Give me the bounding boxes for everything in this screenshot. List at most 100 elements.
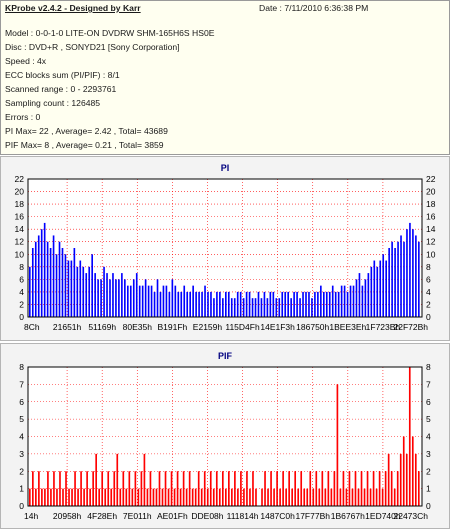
pi-bar bbox=[379, 260, 382, 317]
pi-bar bbox=[82, 266, 85, 317]
pif-bar bbox=[399, 453, 402, 506]
pi-bar bbox=[180, 291, 183, 317]
pi-bar bbox=[388, 248, 390, 317]
pi-bar bbox=[337, 291, 340, 317]
pi-xtick-label: 1F723Bh bbox=[366, 322, 401, 332]
pif-bar bbox=[206, 488, 209, 506]
pi-bar bbox=[293, 291, 295, 317]
pi-bar bbox=[340, 285, 343, 317]
pif-bar bbox=[243, 488, 245, 506]
pi-xtick-label: 115D4Fh bbox=[225, 322, 260, 332]
pi-bar bbox=[257, 291, 260, 317]
pif-bar bbox=[98, 488, 101, 506]
pif-bar bbox=[408, 367, 411, 506]
pi-bar bbox=[325, 291, 328, 317]
pi-ytick-right: 8 bbox=[426, 262, 431, 272]
pif-bar bbox=[83, 488, 85, 506]
pi-bar bbox=[112, 273, 114, 317]
pi-bar bbox=[358, 273, 361, 317]
pif-ytick-left: 7 bbox=[19, 379, 24, 389]
pi-bar bbox=[124, 279, 126, 317]
pi-bar bbox=[79, 260, 82, 317]
pif-bar bbox=[315, 471, 318, 506]
pif-bar bbox=[345, 488, 348, 506]
pi-ytick-left: 14 bbox=[15, 224, 25, 234]
pi-bar bbox=[100, 279, 102, 317]
scan-date: Date : 7/11/2010 6:36:38 PM bbox=[259, 3, 369, 13]
pi-ytick-left: 4 bbox=[19, 287, 24, 297]
pif-bar bbox=[390, 471, 393, 506]
pi-ytick-left: 10 bbox=[15, 249, 25, 259]
pi-bar bbox=[269, 291, 272, 317]
pif-bar bbox=[140, 471, 143, 506]
pi-bar bbox=[236, 291, 239, 317]
pif-bar bbox=[255, 488, 257, 506]
pi-ytick-right: 6 bbox=[426, 274, 431, 284]
pif-bar bbox=[363, 488, 366, 506]
pi-bar bbox=[284, 291, 287, 317]
pif-bar bbox=[110, 488, 113, 506]
pif-bar bbox=[285, 488, 287, 506]
pi-xtick-label: 14E1F3h bbox=[260, 322, 295, 332]
pif-bar bbox=[393, 488, 396, 506]
pif-bar bbox=[179, 488, 182, 506]
pif-xtick-label: 20958h bbox=[53, 511, 82, 521]
pif-bar bbox=[327, 471, 330, 506]
info-ecc: ECC blocks sum (PI/PIF) : 8/1 bbox=[5, 70, 120, 80]
pi-xtick-label: 21651h bbox=[53, 322, 82, 332]
pi-bar bbox=[141, 285, 144, 317]
pif-bar bbox=[197, 471, 200, 506]
pi-bar bbox=[272, 291, 275, 317]
pi-xtick-label: 22F72Bh bbox=[394, 322, 429, 332]
pi-bar bbox=[376, 266, 379, 317]
pif-bar bbox=[318, 488, 321, 506]
pi-bar bbox=[409, 222, 411, 317]
pi-bar bbox=[251, 298, 254, 317]
pif-bar bbox=[357, 488, 360, 506]
pif-bar bbox=[225, 488, 227, 506]
pi-bar bbox=[331, 285, 334, 317]
pi-bar bbox=[391, 241, 393, 317]
pif-chart-title: PIF bbox=[218, 351, 233, 361]
pif-bar bbox=[182, 471, 185, 506]
pif-bar bbox=[366, 471, 369, 506]
pif-bar bbox=[38, 471, 40, 506]
pif-bar bbox=[128, 471, 131, 506]
pi-bar bbox=[31, 248, 34, 317]
pi-ytick-left: 6 bbox=[19, 274, 24, 284]
pif-bar bbox=[143, 453, 146, 506]
pif-bar bbox=[50, 488, 52, 506]
pif-bar bbox=[306, 488, 309, 506]
pif-bar bbox=[237, 488, 239, 506]
pif-ytick-right: 0 bbox=[426, 501, 431, 511]
pif-ytick-left: 8 bbox=[19, 362, 24, 372]
pi-xtick-label: 51169h bbox=[88, 322, 116, 332]
pif-bar bbox=[149, 471, 152, 506]
pif-bar bbox=[113, 471, 116, 506]
pi-bar bbox=[394, 248, 396, 317]
pi-bar bbox=[222, 298, 224, 317]
pif-bar bbox=[288, 471, 290, 506]
pi-bar bbox=[67, 260, 70, 317]
pif-bar bbox=[375, 488, 378, 506]
pi-bar bbox=[121, 273, 123, 317]
pi-ytick-left: 12 bbox=[15, 237, 25, 247]
pif-chart: PIF 0 0 1 1 2 2 3 3 4 4 5 5 6 6 7 7 8 8 14h 20958h 4F28Eh 7E01… bbox=[19, 351, 431, 521]
pif-bar bbox=[396, 471, 399, 506]
pif-bar bbox=[176, 471, 179, 506]
pif-bar bbox=[185, 488, 188, 506]
pi-bar bbox=[266, 298, 269, 317]
pi-bar bbox=[34, 241, 37, 317]
pi-xtick-label: 80E35h bbox=[123, 322, 153, 332]
pi-bar bbox=[278, 298, 281, 317]
pif-ytick-right: 6 bbox=[426, 397, 431, 407]
pif-bar bbox=[228, 471, 230, 506]
pif-bar bbox=[276, 471, 278, 506]
pif-bar bbox=[101, 471, 104, 506]
pi-ytick-right: 0 bbox=[426, 312, 431, 322]
pif-bar bbox=[273, 488, 275, 506]
pi-ytick-right: 4 bbox=[426, 287, 431, 297]
pi-bar bbox=[385, 260, 387, 317]
pif-bar bbox=[155, 488, 158, 506]
pi-bar bbox=[403, 241, 405, 317]
